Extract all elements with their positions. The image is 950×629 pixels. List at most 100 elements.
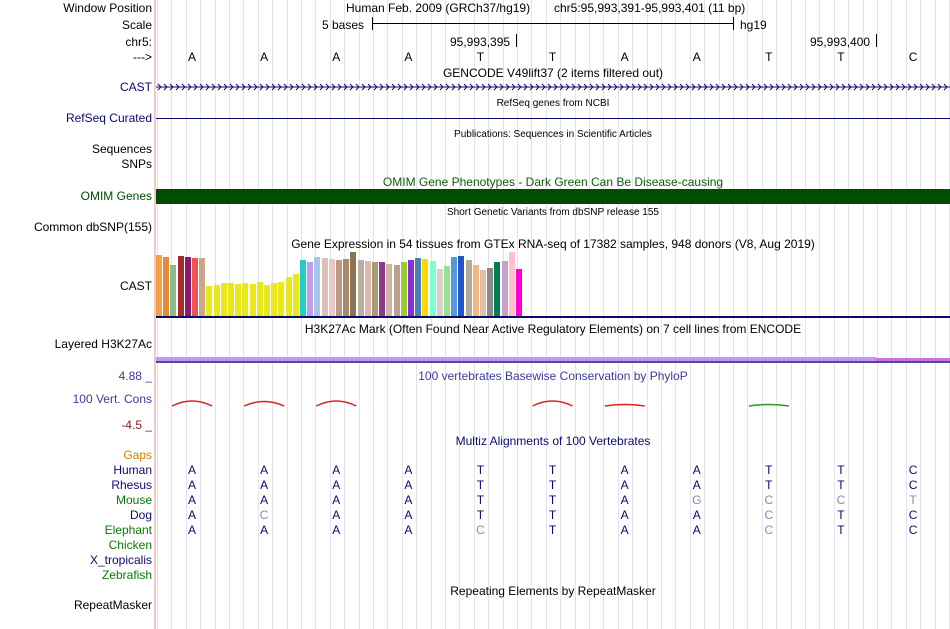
layered-h3k27ac-label[interactable]: Layered H3K27Ac <box>54 337 152 351</box>
species-label[interactable]: Elephant <box>104 523 152 537</box>
gtex-tissue-bar[interactable] <box>379 262 386 316</box>
cast-gene-feature[interactable] <box>156 82 950 92</box>
gtex-bar-chart[interactable] <box>156 252 556 316</box>
gtex-tissue-bar[interactable] <box>451 257 458 316</box>
repeatmasker-label[interactable]: RepeatMasker <box>73 598 152 612</box>
gtex-tissue-bar[interactable] <box>300 260 306 316</box>
coord-label-2: 95,993,400 <box>810 35 871 49</box>
gtex-tissue-bar[interactable] <box>516 269 522 316</box>
species-label[interactable]: Dog <box>129 508 152 522</box>
phylop-peak[interactable] <box>748 403 789 407</box>
gtex-tissue-bar[interactable] <box>242 283 249 316</box>
gtex-tissue-bar[interactable] <box>465 260 472 316</box>
omim-gene-bar[interactable] <box>156 189 950 204</box>
species-label[interactable]: Chicken <box>108 538 152 552</box>
phylop-peak[interactable] <box>315 400 357 407</box>
gtex-tissue-bar[interactable] <box>163 257 170 316</box>
gtex-tissue-bar[interactable] <box>422 259 429 316</box>
gtex-tissue-bar[interactable] <box>278 282 285 316</box>
grid-line <box>618 0 619 629</box>
gtex-tissue-bar[interactable] <box>487 268 494 316</box>
species-label[interactable]: Rhesus <box>111 478 152 492</box>
gtex-tissue-bar[interactable] <box>228 283 234 316</box>
gtex-tissue-bar[interactable] <box>458 256 465 316</box>
gtex-tissue-bar[interactable] <box>494 262 501 316</box>
gtex-tissue-bar[interactable] <box>199 258 206 316</box>
gtex-tissue-bar[interactable] <box>472 265 479 316</box>
omim-track-title[interactable]: OMIM Gene Phenotypes - Dark Green Can Be… <box>382 175 724 189</box>
gtex-tissue-bar[interactable] <box>249 284 256 316</box>
gtex-tissue-bar[interactable] <box>393 265 400 316</box>
scale-label: Scale <box>121 18 152 32</box>
gtex-tissue-bar[interactable] <box>271 283 278 316</box>
gtex-tissue-bar[interactable] <box>328 259 335 316</box>
species-label[interactable]: X_tropicalis <box>89 553 152 567</box>
gtex-tissue-bar[interactable] <box>235 284 242 316</box>
omim-genes-label[interactable]: OMIM Genes <box>80 189 152 203</box>
gtex-tissue-bar[interactable] <box>213 285 220 316</box>
gtex-tissue-bar[interactable] <box>220 283 227 316</box>
gtex-tissue-bar[interactable] <box>364 261 371 316</box>
gtex-tissue-bar[interactable] <box>408 260 414 316</box>
gtex-tissue-bar[interactable] <box>444 266 450 316</box>
gtex-tissue-bar[interactable] <box>307 262 314 316</box>
sequences-label[interactable]: Sequences <box>91 142 152 156</box>
phylop-plot[interactable] <box>156 384 950 424</box>
gtex-tissue-bar[interactable] <box>177 256 184 316</box>
gtex-tissue-bar[interactable] <box>292 274 299 316</box>
cast-gencode-label[interactable]: CAST <box>119 80 152 94</box>
gaps-label[interactable]: Gaps <box>123 448 152 462</box>
gtex-tissue-bar[interactable] <box>192 258 198 316</box>
gtex-tissue-bar[interactable] <box>264 285 270 316</box>
gtex-tissue-bar[interactable] <box>184 257 191 316</box>
h3k27ac-signal-tail[interactable] <box>876 358 950 361</box>
gtex-tissue-bar[interactable] <box>336 260 342 316</box>
gtex-tissue-bar[interactable] <box>400 262 407 316</box>
gtex-tissue-bar[interactable] <box>357 260 364 316</box>
repeatmasker-track-title[interactable]: Repeating Elements by RepeatMasker <box>450 584 656 598</box>
gtex-tissue-bar[interactable] <box>285 277 292 316</box>
h3k27ac-track-title[interactable]: H3K27Ac Mark (Often Found Near Active Re… <box>304 322 802 336</box>
gtex-tissue-bar[interactable] <box>501 261 508 316</box>
gtex-tissue-bar[interactable] <box>415 258 422 316</box>
species-label[interactable]: Mouse <box>115 493 152 507</box>
gtex-tissue-bar[interactable] <box>156 255 162 316</box>
refseq-track-title[interactable]: RefSeq genes from NCBI <box>496 98 610 109</box>
gtex-tissue-bar[interactable] <box>170 265 177 316</box>
gtex-tissue-bar[interactable] <box>429 261 436 316</box>
sequence-base: A <box>404 50 413 64</box>
phylop-peak[interactable] <box>532 400 573 407</box>
snps-label[interactable]: SNPs <box>121 157 152 171</box>
gtex-tissue-bar[interactable] <box>314 257 321 316</box>
phylop-peak[interactable] <box>171 400 213 407</box>
publications-track-title[interactable]: Publications: Sequences in Scientific Ar… <box>454 129 652 140</box>
dbsnp-track-title[interactable]: Short Genetic Variants from dbSNP releas… <box>447 207 659 218</box>
gtex-tissue-bar[interactable] <box>350 252 357 316</box>
h3k27ac-signal-main[interactable] <box>156 357 876 361</box>
grid-line <box>704 0 705 629</box>
phylop-track-title[interactable]: 100 vertebrates Basewise Conservation by… <box>418 369 688 383</box>
gtex-tissue-bar[interactable] <box>480 270 486 316</box>
gtex-tissue-bar[interactable] <box>206 286 213 316</box>
phylop-peak[interactable] <box>604 403 645 407</box>
gtex-tissue-bar[interactable] <box>372 262 378 316</box>
cast-gtex-label[interactable]: CAST <box>119 279 152 293</box>
common-dbsnp-label[interactable]: Common dbSNP(155) <box>33 220 152 234</box>
gencode-track-title[interactable]: GENCODE V49lift37 (2 items filtered out) <box>442 66 664 80</box>
phylop-peak[interactable] <box>243 400 285 407</box>
species-label[interactable]: Zebrafish <box>101 568 152 582</box>
gtex-tissue-bar[interactable] <box>256 282 263 316</box>
vert-cons-label[interactable]: 100 Vert. Cons <box>72 392 152 406</box>
multiz-track-title[interactable]: Multiz Alignments of 100 Vertebrates <box>455 434 651 448</box>
gtex-tissue-bar[interactable] <box>321 258 328 316</box>
gtex-tissue-bar[interactable] <box>508 252 515 316</box>
refseq-curated-label[interactable]: RefSeq Curated <box>65 111 152 125</box>
gtex-track-title[interactable]: Gene Expression in 54 tissues from GTEx … <box>291 237 815 251</box>
gtex-tissue-bar[interactable] <box>386 264 393 316</box>
species-label[interactable]: Human <box>113 463 152 477</box>
gtex-tissue-bar[interactable] <box>436 269 443 316</box>
position-readout[interactable]: chr5:95,993,391-95,993,401 (11 bp) <box>554 1 746 15</box>
refseq-gene-line[interactable] <box>156 118 950 119</box>
gtex-tissue-bar[interactable] <box>343 259 350 316</box>
